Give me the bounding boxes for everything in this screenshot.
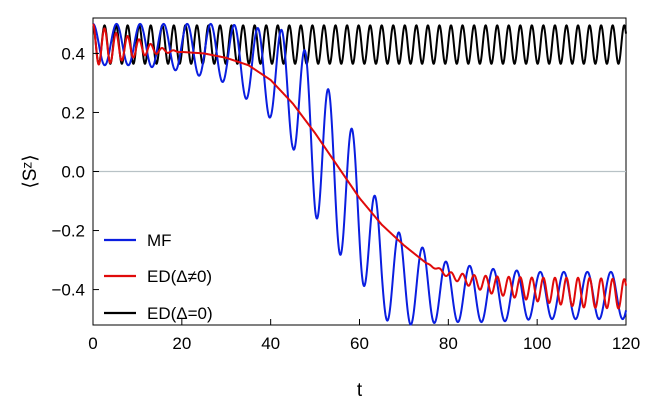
legend-label-ed-delta-nonzero: ED(Δ≠0) bbox=[147, 267, 212, 286]
x-tick-label: 60 bbox=[350, 334, 369, 353]
y-tick-label: −0.4 bbox=[51, 281, 85, 300]
y-tick-label: 0.2 bbox=[61, 103, 85, 122]
legend: MF ED(Δ≠0) ED(Δ=0) bbox=[104, 231, 213, 323]
x-axis-label: t bbox=[357, 380, 363, 401]
y-axis-label: ⟨Sᶻ⟩ bbox=[20, 154, 41, 188]
y-tick-label: 0.4 bbox=[61, 44, 85, 63]
legend-label-ed-delta-zero: ED(Δ=0) bbox=[147, 304, 213, 323]
series-line-ed-0 bbox=[93, 25, 626, 63]
y-tick-label: 0.0 bbox=[61, 163, 85, 182]
y-tick-label: −0.2 bbox=[51, 222, 85, 241]
legend-label-mf: MF bbox=[147, 231, 172, 250]
x-tick-label: 80 bbox=[439, 334, 458, 353]
x-tick-label: 0 bbox=[88, 334, 97, 353]
x-tick-label: 20 bbox=[172, 334, 191, 353]
x-tick-label: 120 bbox=[612, 334, 640, 353]
x-tick-label: 40 bbox=[261, 334, 280, 353]
x-tick-label: 100 bbox=[523, 334, 551, 353]
